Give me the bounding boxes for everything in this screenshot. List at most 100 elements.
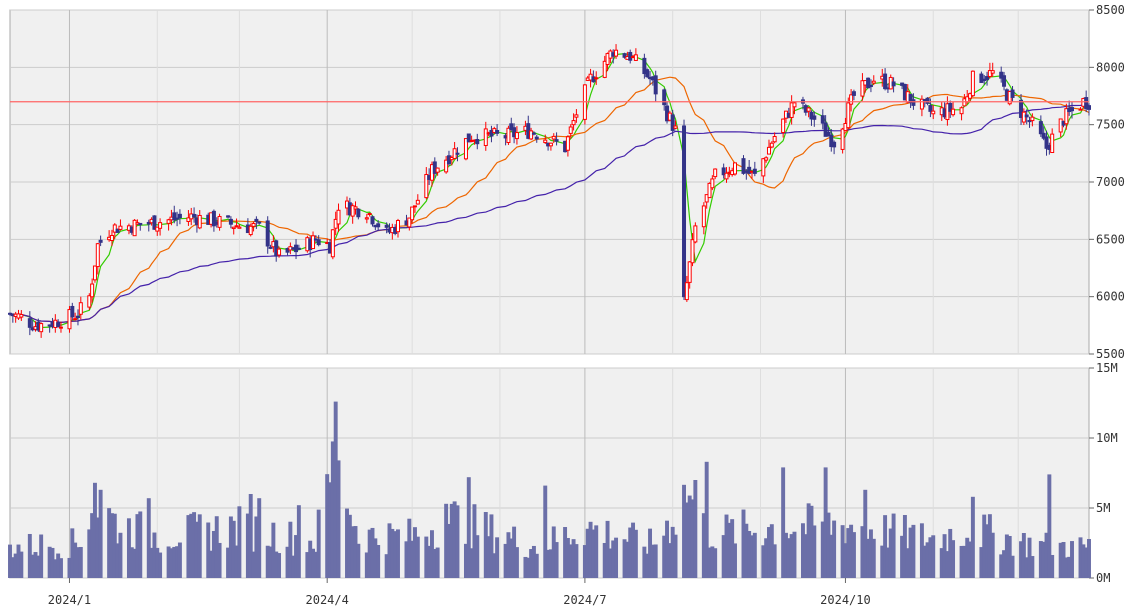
candle-down (75, 315, 80, 319)
volume-bar (67, 557, 72, 578)
candle-down (682, 125, 687, 298)
candle-up (772, 136, 777, 143)
volume-bar (33, 552, 38, 578)
volume-bar (466, 477, 471, 578)
candle-down (274, 240, 279, 257)
volume-bar (648, 528, 653, 578)
volume-bar (410, 540, 415, 578)
volume-bar (126, 518, 131, 578)
volume-bar (670, 526, 675, 578)
candle-down (653, 75, 658, 95)
candle-up (90, 283, 95, 298)
volume-bar (316, 509, 321, 578)
volume-bar (356, 543, 361, 578)
candle-up (435, 167, 440, 173)
volume-bar (645, 553, 650, 578)
moving-average-line (9, 104, 1090, 324)
volume-bar (868, 529, 873, 578)
candle-up (701, 205, 706, 228)
volume-bar (682, 484, 686, 578)
volume-bar (628, 527, 633, 578)
volume-bar (257, 498, 262, 578)
volume-bar (1047, 474, 1052, 578)
candle-up (951, 108, 956, 116)
volume-bar (404, 541, 409, 578)
volume-bar (905, 548, 910, 578)
volume-bar (939, 548, 944, 578)
candle-down (489, 129, 494, 137)
volume-bar (211, 530, 216, 578)
candle-up (483, 128, 488, 146)
volume-bar (373, 538, 378, 578)
volume-bar (1050, 554, 1055, 578)
candle-down (823, 122, 828, 137)
volume-bar (16, 544, 21, 578)
volume-bar (285, 546, 290, 578)
candle-down (146, 221, 151, 225)
candle-down (356, 208, 361, 218)
volume-bar (792, 531, 797, 578)
volume-bar (965, 537, 970, 578)
candle-down (1027, 120, 1032, 123)
volume-bar (721, 535, 726, 578)
candle-down (455, 152, 460, 155)
volume-bar (1084, 547, 1089, 578)
volume-bar (979, 547, 984, 578)
volume-bar (424, 536, 429, 578)
volume-bar (177, 542, 182, 578)
volume-bar (942, 534, 947, 578)
volume-bar (982, 514, 987, 578)
candle-up (415, 199, 420, 205)
volume-bar (568, 544, 573, 578)
volume-bar (1064, 557, 1069, 578)
volume-bar (727, 522, 732, 578)
volume-bar (483, 512, 488, 578)
candle-up (602, 60, 607, 78)
candle-down (1038, 121, 1043, 135)
volume-bar (1007, 535, 1012, 578)
volume-bar (294, 535, 299, 578)
candle-up (687, 261, 692, 283)
candle-down (376, 223, 381, 228)
price-tick-label: 8000 (1096, 60, 1125, 74)
candle-up (761, 158, 766, 177)
volume-bar (336, 460, 341, 578)
volume-bar (1044, 532, 1049, 578)
candle-up (514, 132, 519, 140)
candle-down (70, 305, 75, 318)
volume-bar (806, 503, 811, 578)
volume-bar (149, 547, 154, 578)
candle-up (92, 265, 97, 281)
candle-up (197, 214, 202, 229)
volume-bar (209, 550, 214, 578)
volume-bar (1010, 555, 1015, 578)
volume-bar (1087, 539, 1091, 578)
volume-bar (452, 501, 457, 578)
volume-bar (594, 525, 599, 578)
volume-bar (908, 527, 913, 578)
volume-bar (1030, 556, 1035, 578)
candle-up (931, 110, 936, 115)
candle-up (710, 178, 715, 189)
candle-up (766, 146, 771, 155)
volume-bar (75, 547, 80, 578)
volume-bar (948, 528, 953, 578)
volume-bar (642, 546, 647, 578)
volume-bar (13, 553, 18, 578)
volume-bar (608, 548, 613, 578)
volume-bar (333, 401, 338, 578)
candle-up (353, 206, 358, 210)
volume-bar (1021, 533, 1026, 578)
candle-down (296, 247, 301, 250)
volume-bar (744, 523, 749, 578)
candle-down (475, 139, 480, 145)
volume-bar (673, 534, 678, 578)
volume-bar (166, 546, 171, 578)
volume-bar (863, 489, 868, 578)
candle-down (257, 221, 262, 224)
volume-tick-label: 15M (1096, 361, 1118, 375)
candle-down (268, 246, 273, 249)
volume-bar (234, 545, 239, 578)
candle-down (832, 141, 837, 148)
volume-bar (574, 544, 579, 578)
